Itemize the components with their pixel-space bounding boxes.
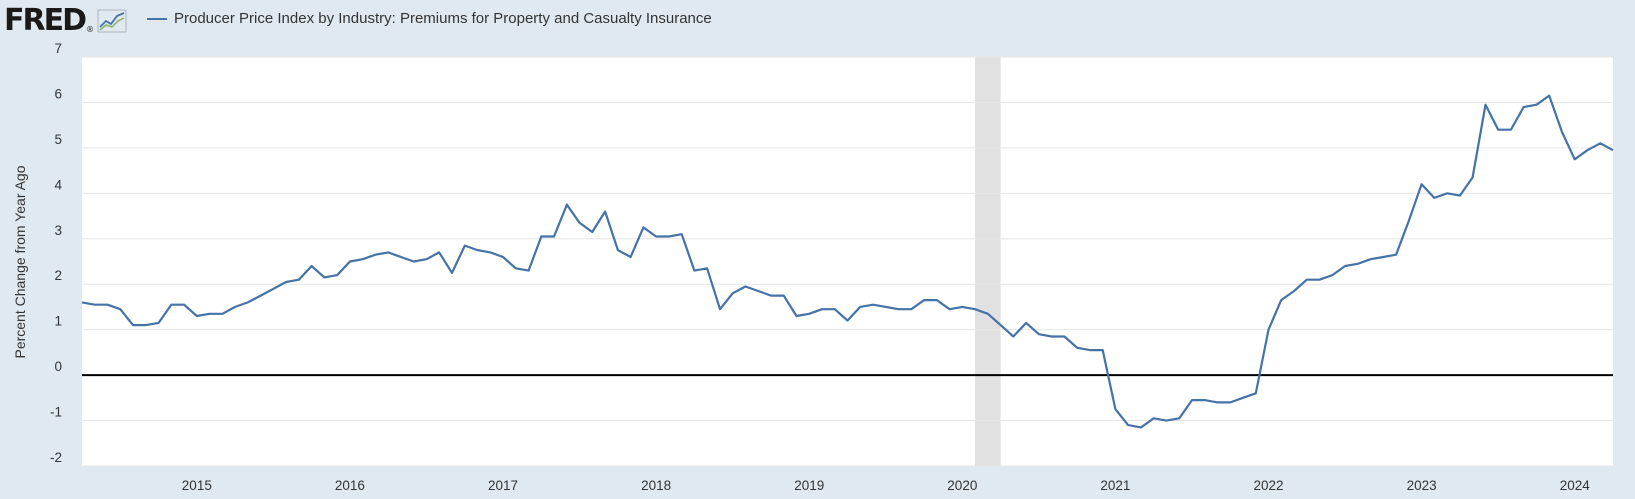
y-tick-label: 0 [54, 359, 62, 374]
y-tick-label: 1 [54, 314, 62, 329]
y-tick-label: -2 [50, 450, 62, 465]
series-layer [81, 94, 1614, 429]
y-tick-label: 7 [54, 41, 62, 56]
gridlines [82, 56, 1613, 467]
chart-header: FRED ® Producer Price Index by Industry:… [0, 0, 1635, 44]
y-tick-label: -1 [50, 405, 62, 420]
fred-logo[interactable]: FRED ® [4, 4, 127, 38]
fred-logo-text: FRED [4, 3, 87, 38]
x-tick-label: 2015 [182, 478, 212, 493]
x-tick-label: 2019 [794, 478, 824, 493]
legend-swatch [147, 17, 167, 20]
series-line[interactable] [81, 94, 1614, 429]
x-tick-label: 2023 [1407, 478, 1437, 493]
x-tick-label: 2016 [335, 478, 365, 493]
x-tick-label: 2024 [1560, 478, 1591, 493]
x-tick-labels: 2015 2016 2017 2018 2019 2020 2021 2022 2023 2024 [182, 478, 1590, 493]
x-tick-label: 2022 [1254, 478, 1284, 493]
x-tick-label: 2021 [1100, 478, 1130, 493]
x-tick-label: 2017 [488, 478, 518, 493]
registered-mark: ® [86, 24, 94, 34]
y-tick-labels: 7 6 5 4 3 2 1 0 -1 -2 [50, 41, 63, 465]
chart-legend[interactable]: Producer Price Index by Industry: Premiu… [147, 10, 712, 27]
recession-shading-layer [975, 57, 1001, 466]
recession-shading [975, 57, 1001, 466]
y-tick-label: 6 [54, 86, 62, 101]
y-tick-label: 2 [54, 268, 62, 283]
y-tick-label: 3 [54, 223, 62, 238]
legend-label: Producer Price Index by Industry: Premiu… [174, 10, 712, 27]
x-tick-label: 2020 [947, 478, 977, 493]
y-tick-label: 5 [54, 132, 62, 147]
trend-graph-icon [97, 9, 127, 33]
plot-area [82, 57, 1613, 466]
x-tick-label: 2018 [641, 478, 671, 493]
y-axis-label: Percent Change from Year Ago [12, 165, 28, 358]
y-tick-label: 4 [54, 177, 62, 192]
